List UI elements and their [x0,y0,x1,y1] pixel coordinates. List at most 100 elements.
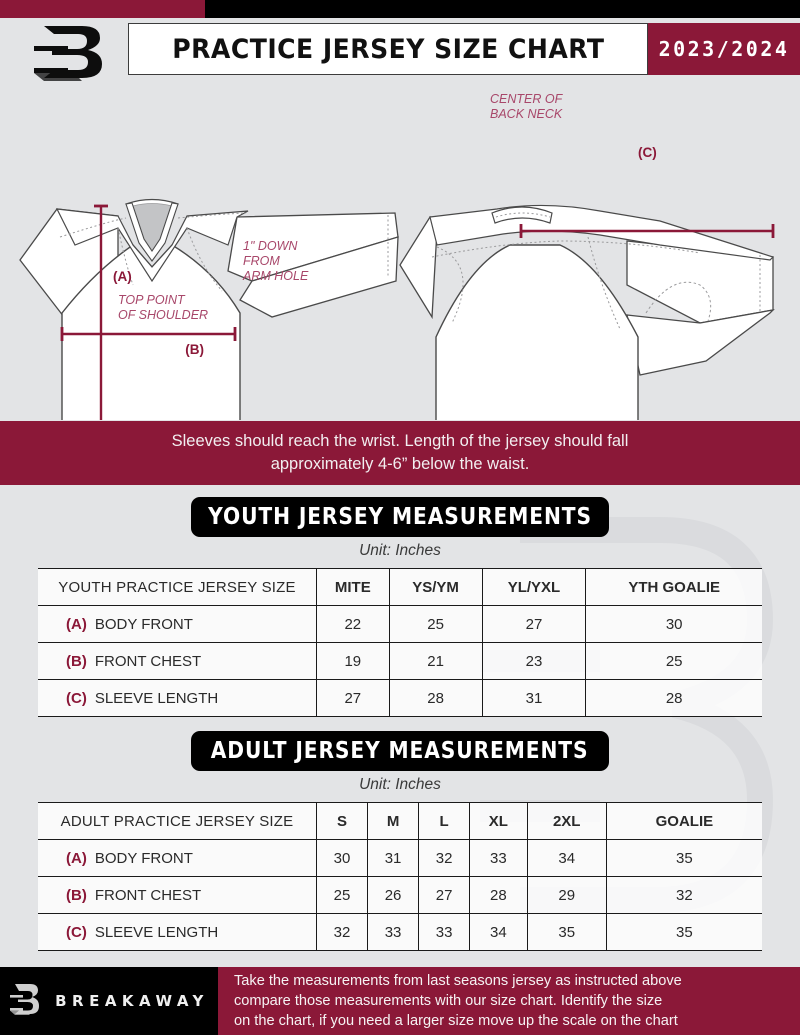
adult-value: 33 [469,839,528,877]
adult-size-table: ADULT PRACTICE JERSEY SIZE S M L XL 2XL … [38,802,762,951]
footer-brand-block: BREAKAWAY [0,967,218,1035]
adult-col-header: XL [469,802,528,840]
jersey-diagrams: (A) TOP POINT OF SHOULDER (B) 1" DOWN FR… [0,85,800,420]
row-letter-b: (B) [66,886,87,904]
youth-value: 23 [481,642,587,680]
label-a-tag: (A) [113,269,132,284]
row-letter-c: (C) [66,689,87,707]
adult-value: 26 [367,876,420,914]
measure-line-c [519,224,775,238]
adult-size-header: ADULT PRACTICE JERSEY SIZE [38,802,317,840]
label-back-neck-2: BACK NECK [490,107,563,121]
adult-value: 35 [526,913,607,951]
youth-size-table: YOUTH PRACTICE JERSEY SIZE MITE YS/YM YL… [38,568,762,717]
table-row: (C) SLEEVE LENGTH 27 28 31 28 [38,679,762,717]
adult-value: 33 [367,913,420,951]
adult-value: 25 [315,876,369,914]
adult-row-label: (A) BODY FRONT [38,839,317,877]
season-year-badge: 2023/2024 [648,23,800,75]
footer-brand-name: BREAKAWAY [55,992,209,1010]
adult-row-label: (B) FRONT CHEST [38,876,317,914]
adult-value: 32 [605,876,762,914]
youth-value: 27 [481,605,587,643]
youth-section-title: YOUTH JERSEY MEASUREMENTS [208,504,592,530]
front-jersey-illustration [19,198,399,420]
youth-section: YOUTH JERSEY MEASUREMENTS Unit: Inches Y… [0,497,800,717]
youth-value: 31 [481,679,587,717]
youth-value: 27 [316,679,390,717]
adult-section-title-pill: ADULT JERSEY MEASUREMENTS [191,731,609,771]
page-header: PRACTICE JERSEY SIZE CHART 2023/2024 [0,18,800,90]
note-line-2: approximately 4-6” below the waist. [270,455,530,473]
adult-table-header-row: ADULT PRACTICE JERSEY SIZE S M L XL 2XL … [38,802,762,840]
youth-section-title-pill: YOUTH JERSEY MEASUREMENTS [191,497,609,537]
adult-section: ADULT JERSEY MEASUREMENTS Unit: Inches A… [0,731,800,951]
adult-value: 29 [526,876,607,914]
row-label-text: BODY FRONT [94,615,193,633]
adult-value: 32 [315,913,369,951]
adult-row-label: (C) SLEEVE LENGTH [38,913,317,951]
label-back-neck-1: CENTER OF [490,92,564,106]
youth-value: 25 [585,642,762,680]
label-b-desc-3: ARM HOLE [242,269,309,283]
youth-table-wrap: YOUTH PRACTICE JERSEY SIZE MITE YS/YM YL… [38,568,762,717]
row-letter-a: (A) [66,615,87,633]
row-label-text: SLEEVE LENGTH [94,923,219,941]
youth-col-header: YS/YM [388,568,483,606]
note-line-1: Sleeves should reach the wrist. Length o… [171,432,629,450]
sleeve-length-note: Sleeves should reach the wrist. Length o… [0,421,800,485]
youth-col-header: MITE [316,568,390,606]
footer-line-1: Take the measurements from last seasons … [234,973,682,989]
table-row: (A) BODY FRONT 22 25 27 30 [38,605,762,643]
breakaway-b-logo-icon [10,984,40,1015]
season-year-label: 2023/2024 [658,37,790,61]
row-label-text: SLEEVE LENGTH [94,689,219,707]
youth-row-label: (B) FRONT CHEST [38,642,317,680]
adult-value: 33 [418,913,471,951]
footer-line-2: compare those measurements with our size… [234,993,663,1009]
table-row: (A) BODY FRONT 30 31 32 33 34 35 [38,839,762,877]
top-bar-maroon-segment [0,0,205,18]
youth-value: 28 [585,679,762,717]
youth-table-header-row: YOUTH PRACTICE JERSEY SIZE MITE YS/YM YL… [38,568,762,606]
adult-value: 34 [469,913,528,951]
youth-value: 25 [388,605,483,643]
adult-value: 34 [526,839,607,877]
adult-col-header: L [418,802,471,840]
youth-col-header: YTH GOALIE [585,568,762,606]
adult-value: 35 [605,913,762,951]
back-jersey-illustration [399,204,775,420]
jersey-diagram-svg: (A) TOP POINT OF SHOULDER (B) 1" DOWN FR… [19,92,775,420]
adult-col-header: GOALIE [605,802,762,840]
youth-value: 21 [388,642,483,680]
label-a-desc-1: TOP POINT [118,293,186,307]
page-title-box: PRACTICE JERSEY SIZE CHART [128,23,648,75]
adult-section-title: ADULT JERSEY MEASUREMENTS [211,738,589,764]
page-title: PRACTICE JERSEY SIZE CHART [171,33,605,65]
table-row: (B) FRONT CHEST 25 26 27 28 29 32 [38,876,762,914]
page-footer: BREAKAWAY Take the measurements from las… [0,967,800,1035]
label-b-tag: (B) [185,342,204,357]
table-row: (B) FRONT CHEST 19 21 23 25 [38,642,762,680]
adult-value: 35 [605,839,762,877]
row-letter-c: (C) [66,923,87,941]
table-row: (C) SLEEVE LENGTH 32 33 33 34 35 35 [38,913,762,951]
youth-value: 28 [388,679,483,717]
adult-unit-label: Unit: Inches [359,776,441,793]
label-a-desc-2: OF SHOULDER [118,308,208,322]
row-label-text: FRONT CHEST [94,886,202,904]
youth-size-header: YOUTH PRACTICE JERSEY SIZE [38,568,317,606]
adult-value: 28 [469,876,528,914]
label-b-desc-2: FROM [243,254,280,268]
youth-row-label: (A) BODY FRONT [38,605,317,643]
adult-col-header: 2XL [526,802,607,840]
top-bar-black-segment [205,0,800,18]
adult-value: 27 [418,876,471,914]
label-c-tag: (C) [638,145,657,160]
footer-line-3: on the chart, if you need a larger size … [234,1013,678,1029]
youth-row-label: (C) SLEEVE LENGTH [38,679,317,717]
adult-col-header: M [367,802,420,840]
youth-unit-label: Unit: Inches [359,542,441,559]
adult-value: 30 [315,839,369,877]
youth-value: 22 [316,605,390,643]
